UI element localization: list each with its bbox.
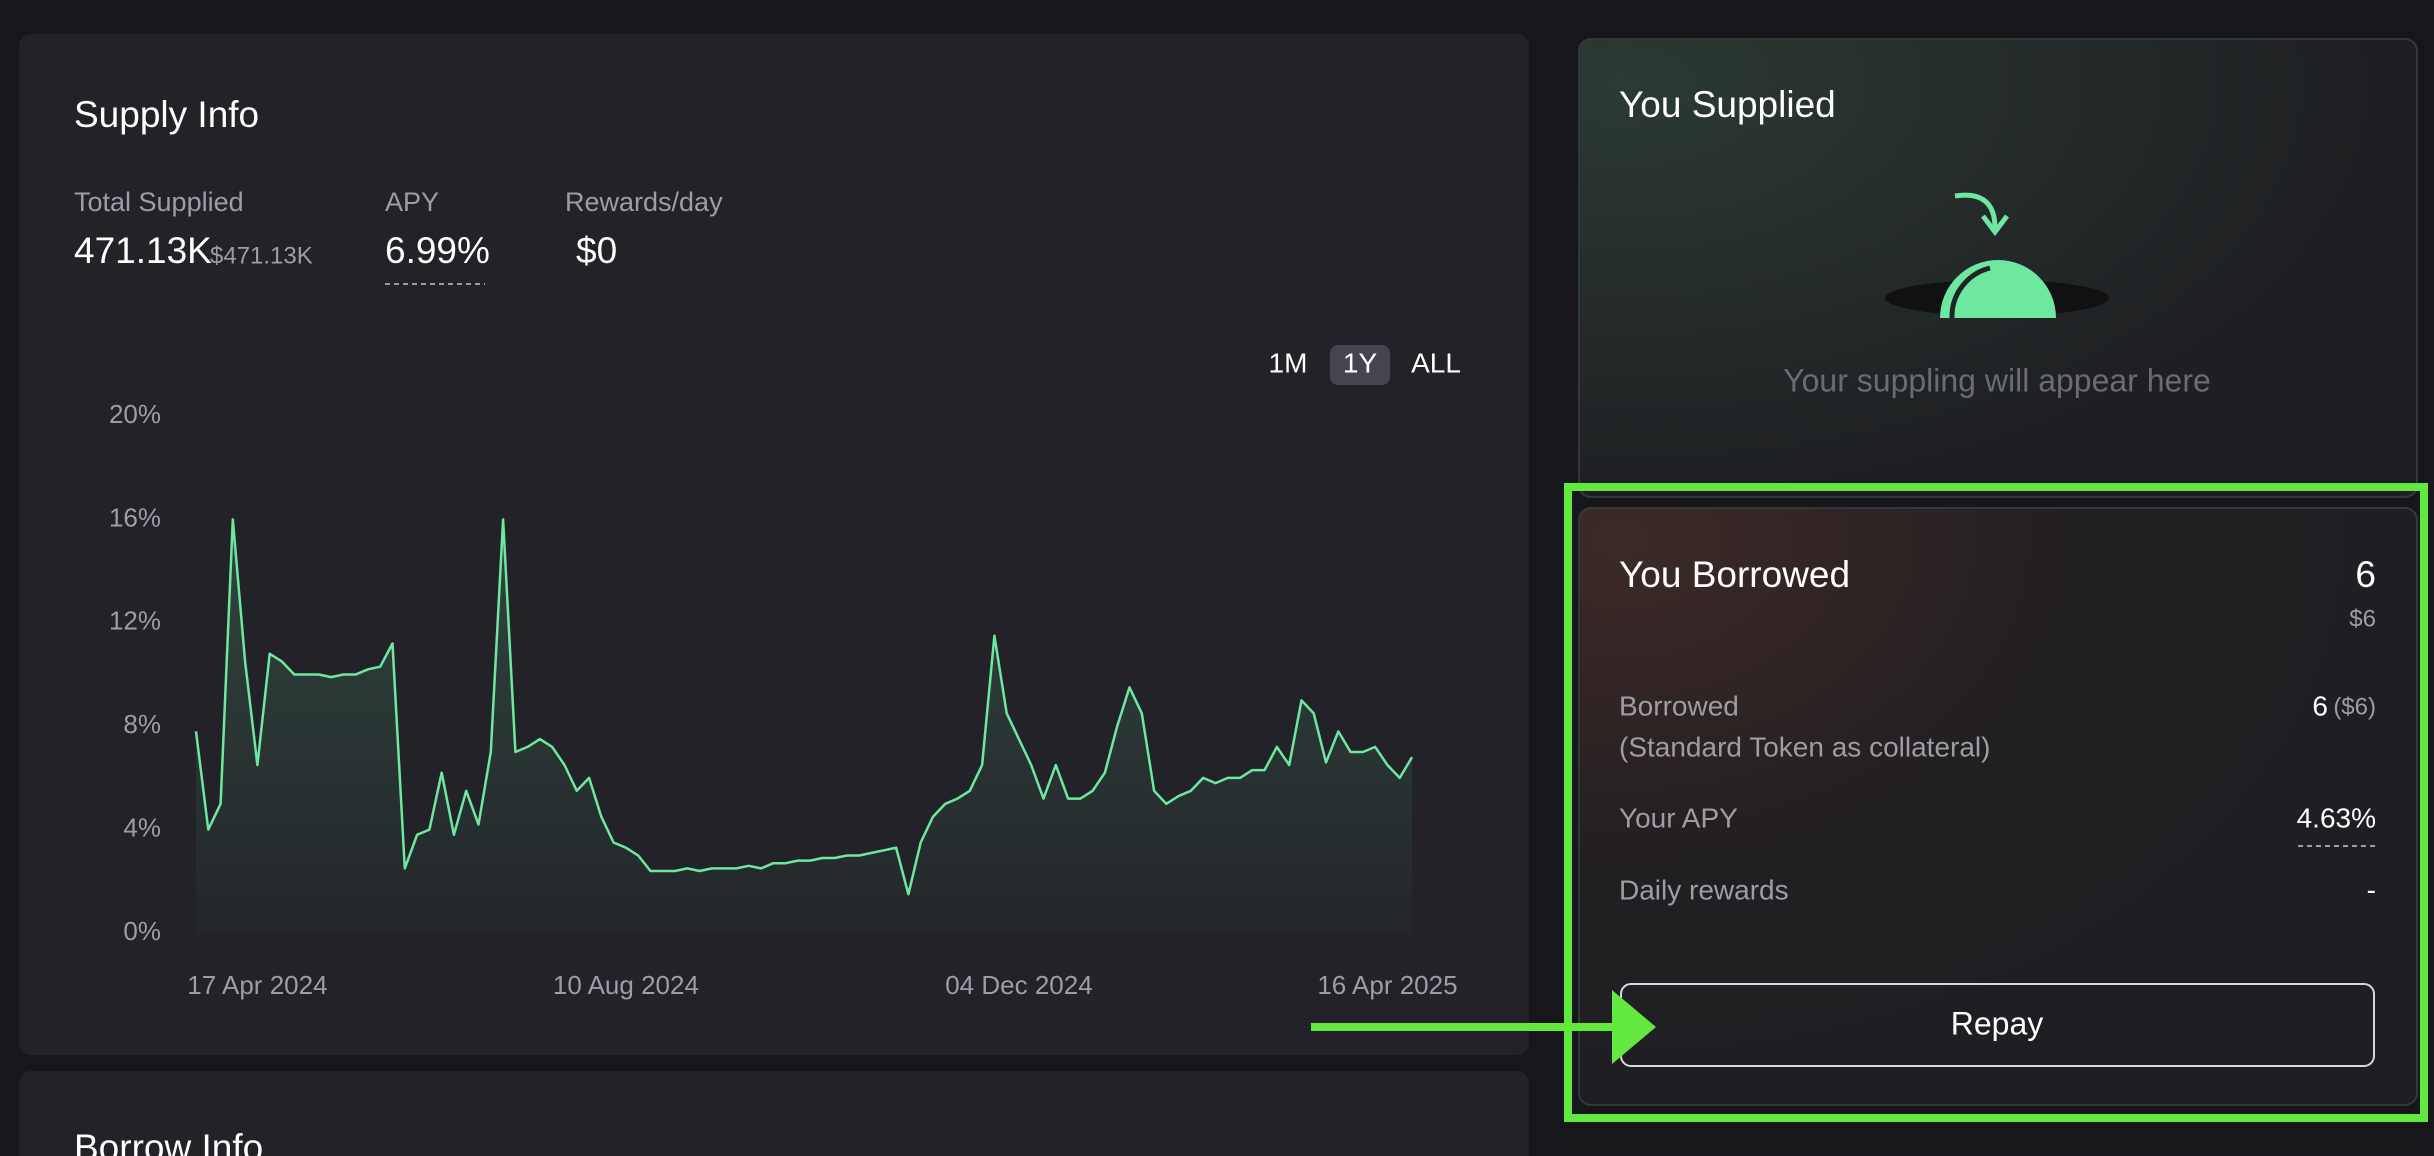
stat-label: Total Supplied bbox=[74, 187, 244, 217]
row-note: (Standard Token as collateral) bbox=[1619, 731, 1990, 762]
borrowed-card bbox=[1578, 507, 2418, 1106]
borrowed-amount: 6 bbox=[2355, 554, 2376, 595]
y-tick-label: 12% bbox=[109, 606, 161, 636]
range-button[interactable]: 1M bbox=[1269, 347, 1308, 378]
area bbox=[196, 519, 1412, 933]
empty-message: Your suppling will appear here bbox=[1783, 362, 2211, 398]
row-label: Your APY bbox=[1619, 802, 1738, 833]
y-tick-label: 16% bbox=[109, 502, 161, 532]
panel-title: Supply Info bbox=[74, 94, 259, 135]
stat-label: APY bbox=[385, 187, 439, 217]
panel-title: Borrow Info bbox=[74, 1127, 263, 1156]
row-label: Borrowed bbox=[1619, 690, 1739, 721]
borrowed-amount-usd: $6 bbox=[2349, 605, 2376, 632]
stat-value: 471.13K bbox=[74, 230, 212, 271]
y-tick-label: 20% bbox=[109, 399, 161, 429]
y-tick-label: 4% bbox=[123, 812, 161, 842]
range-button[interactable]: 1Y bbox=[1343, 347, 1378, 378]
highlight-arrowhead bbox=[1612, 990, 1656, 1064]
stat-subvalue: $471.13K bbox=[210, 242, 313, 269]
x-tick-label: 04 Dec 2024 bbox=[945, 970, 1092, 1000]
highlight-box bbox=[1564, 483, 2428, 1122]
card-title: You Borrowed bbox=[1619, 554, 1850, 595]
x-tick-label: 16 Apr 2025 bbox=[1317, 970, 1457, 1000]
x-tick-label: 17 Apr 2024 bbox=[187, 970, 327, 1000]
stat-value: $0 bbox=[576, 230, 617, 271]
repay-button-label[interactable]: Repay bbox=[1951, 1005, 2044, 1041]
apy-chart: 0% 4% 8% 12% 16% 20% 17 Apr 2024 10 Aug 2024 04 … bbox=[109, 399, 1458, 1000]
borrow-panel bbox=[19, 1071, 1529, 1156]
row-value: - bbox=[2367, 874, 2376, 905]
empty-icon bbox=[1885, 192, 2109, 319]
row-subvalue: ($6) bbox=[2333, 693, 2376, 720]
range-button-active[interactable] bbox=[1330, 345, 1390, 385]
range-button[interactable]: ALL bbox=[1411, 347, 1461, 378]
row-value: 4.63% bbox=[2297, 802, 2376, 833]
row-label: Daily rewards bbox=[1619, 874, 1789, 905]
stat-value: 6.99% bbox=[385, 230, 490, 271]
y-tick-label: 8% bbox=[123, 709, 161, 739]
row-value: 6 bbox=[2312, 690, 2328, 721]
x-tick-label: 10 Aug 2024 bbox=[553, 970, 699, 1000]
stat-label: Rewards/day bbox=[565, 187, 723, 217]
card-title: You Supplied bbox=[1619, 84, 1836, 125]
line bbox=[194, 518, 1414, 896]
y-tick-label: 0% bbox=[123, 916, 161, 946]
